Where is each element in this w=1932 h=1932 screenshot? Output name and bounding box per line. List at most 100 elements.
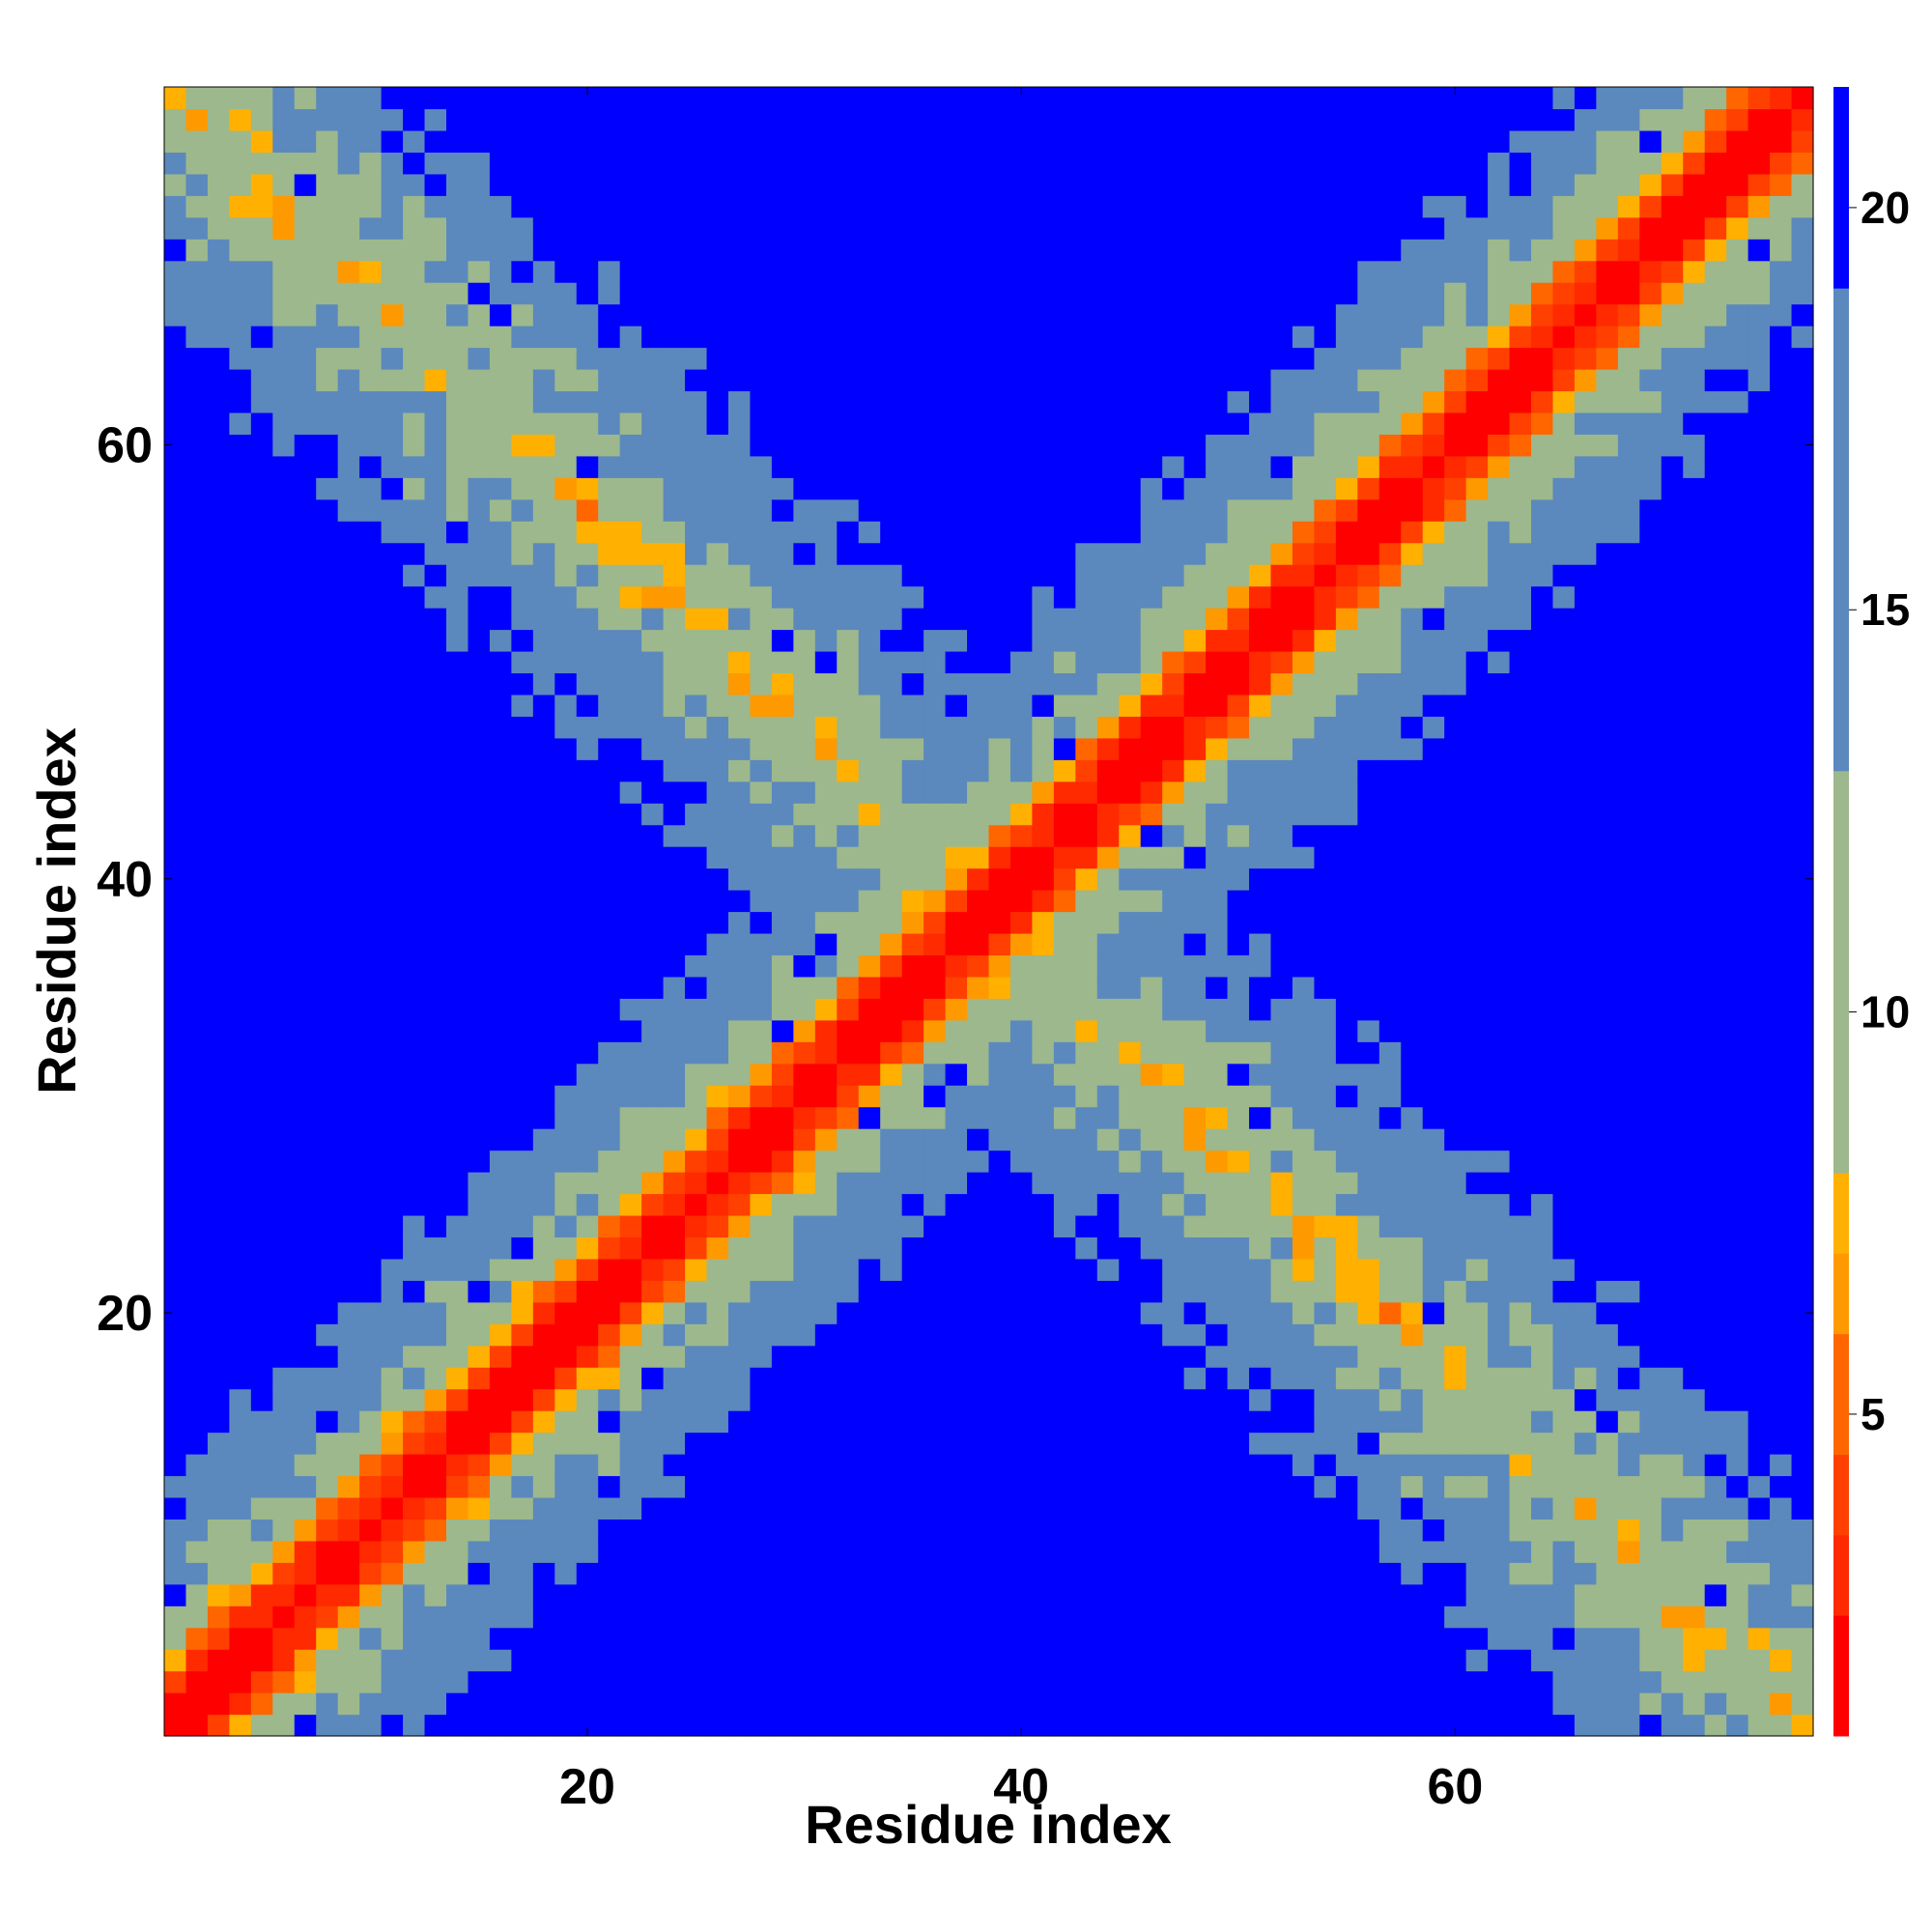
- heatmap-cell: [1075, 932, 1098, 956]
- heatmap-cell: [272, 1106, 296, 1129]
- heatmap-cell: [1162, 347, 1185, 370]
- heatmap-cell: [272, 412, 296, 435]
- heatmap-cell: [381, 1432, 404, 1455]
- heatmap-cell: [1119, 1367, 1142, 1390]
- heatmap-cell: [468, 672, 491, 696]
- heatmap-cell: [316, 390, 339, 413]
- heatmap-cell: [250, 564, 273, 587]
- heatmap-cell: [619, 1649, 642, 1672]
- heatmap-cell: [1075, 1150, 1098, 1173]
- heatmap-cell: [901, 239, 924, 262]
- heatmap-cell: [814, 1475, 838, 1498]
- heatmap-cell: [1009, 1714, 1034, 1737]
- heatmap-cell: [1162, 1583, 1185, 1606]
- heatmap-cell: [1465, 1692, 1489, 1716]
- heatmap-cell: [619, 390, 642, 413]
- heatmap-cell: [880, 1106, 903, 1129]
- heatmap-cell: [923, 521, 947, 544]
- heatmap-cell: [1053, 1454, 1076, 1477]
- heatmap-cell: [185, 585, 209, 609]
- heatmap-cell: [1488, 650, 1511, 674]
- heatmap-cell: [511, 890, 534, 913]
- heatmap-cell: [1032, 1128, 1055, 1151]
- heatmap-cell: [1335, 1172, 1358, 1195]
- heatmap-cell: [1574, 1519, 1597, 1542]
- heatmap-cell: [619, 1214, 642, 1238]
- heatmap-cell: [1249, 1258, 1272, 1281]
- heatmap-cell: [598, 867, 621, 891]
- heatmap-cell: [207, 954, 230, 978]
- heatmap-cell: [185, 890, 209, 913]
- heatmap-cell: [403, 1605, 426, 1629]
- heatmap-cell: [250, 1258, 273, 1281]
- heatmap-cell: [250, 954, 273, 978]
- heatmap-cell: [1401, 1041, 1424, 1065]
- heatmap-cell: [814, 1301, 838, 1324]
- heatmap-cell: [1444, 498, 1467, 522]
- heatmap-cell: [1314, 1085, 1337, 1108]
- heatmap-cell: [1183, 846, 1207, 869]
- heatmap-cell: [294, 803, 317, 826]
- heatmap-cell: [967, 846, 990, 869]
- heatmap-cell: [706, 650, 729, 674]
- heatmap-cell: [316, 1258, 339, 1281]
- heatmap-cell: [1075, 498, 1098, 522]
- heatmap-cell: [489, 759, 512, 782]
- heatmap-cell: [967, 434, 990, 457]
- heatmap-cell: [1183, 173, 1207, 196]
- heatmap-cell: [923, 173, 947, 196]
- heatmap-cell: [641, 1345, 665, 1368]
- heatmap-cell: [1444, 694, 1467, 717]
- heatmap-cell: [598, 87, 621, 110]
- heatmap-cell: [1552, 1388, 1576, 1411]
- heatmap-cell: [988, 998, 1011, 1021]
- heatmap-cell: [424, 326, 447, 349]
- heatmap-cell: [468, 1019, 491, 1042]
- heatmap-cell: [663, 932, 686, 956]
- heatmap-cell: [793, 759, 816, 782]
- heatmap-cell: [445, 1323, 469, 1347]
- heatmap-cell: [1552, 1150, 1576, 1173]
- heatmap-cell: [554, 303, 578, 327]
- heatmap-cell: [1183, 1128, 1207, 1151]
- heatmap-cell: [1140, 1540, 1163, 1563]
- heatmap-cell: [1227, 455, 1250, 478]
- heatmap-cell: [576, 1172, 599, 1195]
- heatmap-cell: [294, 867, 317, 891]
- heatmap-cell: [403, 108, 426, 131]
- heatmap-cell: [511, 1301, 534, 1324]
- heatmap-cell: [294, 1063, 317, 1086]
- heatmap-cell: [706, 412, 729, 435]
- heatmap-cell: [619, 1432, 642, 1455]
- heatmap-cell: [1314, 1280, 1337, 1303]
- heatmap-cell: [1422, 932, 1445, 956]
- heatmap-cell: [250, 173, 273, 196]
- heatmap-cell: [489, 1583, 512, 1606]
- heatmap-cell: [316, 1345, 339, 1368]
- heatmap-cell: [1096, 1128, 1120, 1151]
- heatmap-cell: [706, 1280, 729, 1303]
- heatmap-cell: [988, 347, 1011, 370]
- heatmap-cell: [1422, 282, 1445, 305]
- heatmap-cell: [1009, 650, 1034, 674]
- heatmap-cell: [750, 759, 773, 782]
- heatmap-cell: [359, 87, 383, 110]
- heatmap-cell: [663, 1388, 686, 1411]
- heatmap-cell: [1032, 239, 1055, 262]
- heatmap-cell: [1574, 1454, 1597, 1477]
- heatmap-cell: [532, 455, 555, 478]
- heatmap-cell: [207, 1605, 230, 1629]
- heatmap-cell: [381, 1214, 404, 1238]
- heatmap-cell: [294, 759, 317, 782]
- heatmap-cell: [424, 1063, 447, 1086]
- heatmap-cell: [1053, 1670, 1076, 1693]
- heatmap-cell: [1465, 1583, 1489, 1606]
- heatmap-cell: [945, 260, 968, 283]
- heatmap-cell: [619, 824, 642, 847]
- heatmap-cell: [164, 108, 187, 131]
- heatmap-cell: [1378, 1562, 1402, 1585]
- heatmap-cell: [1249, 1649, 1272, 1672]
- heatmap-cell: [1227, 498, 1250, 522]
- heatmap-cell: [706, 585, 729, 609]
- heatmap-cell: [489, 1714, 512, 1737]
